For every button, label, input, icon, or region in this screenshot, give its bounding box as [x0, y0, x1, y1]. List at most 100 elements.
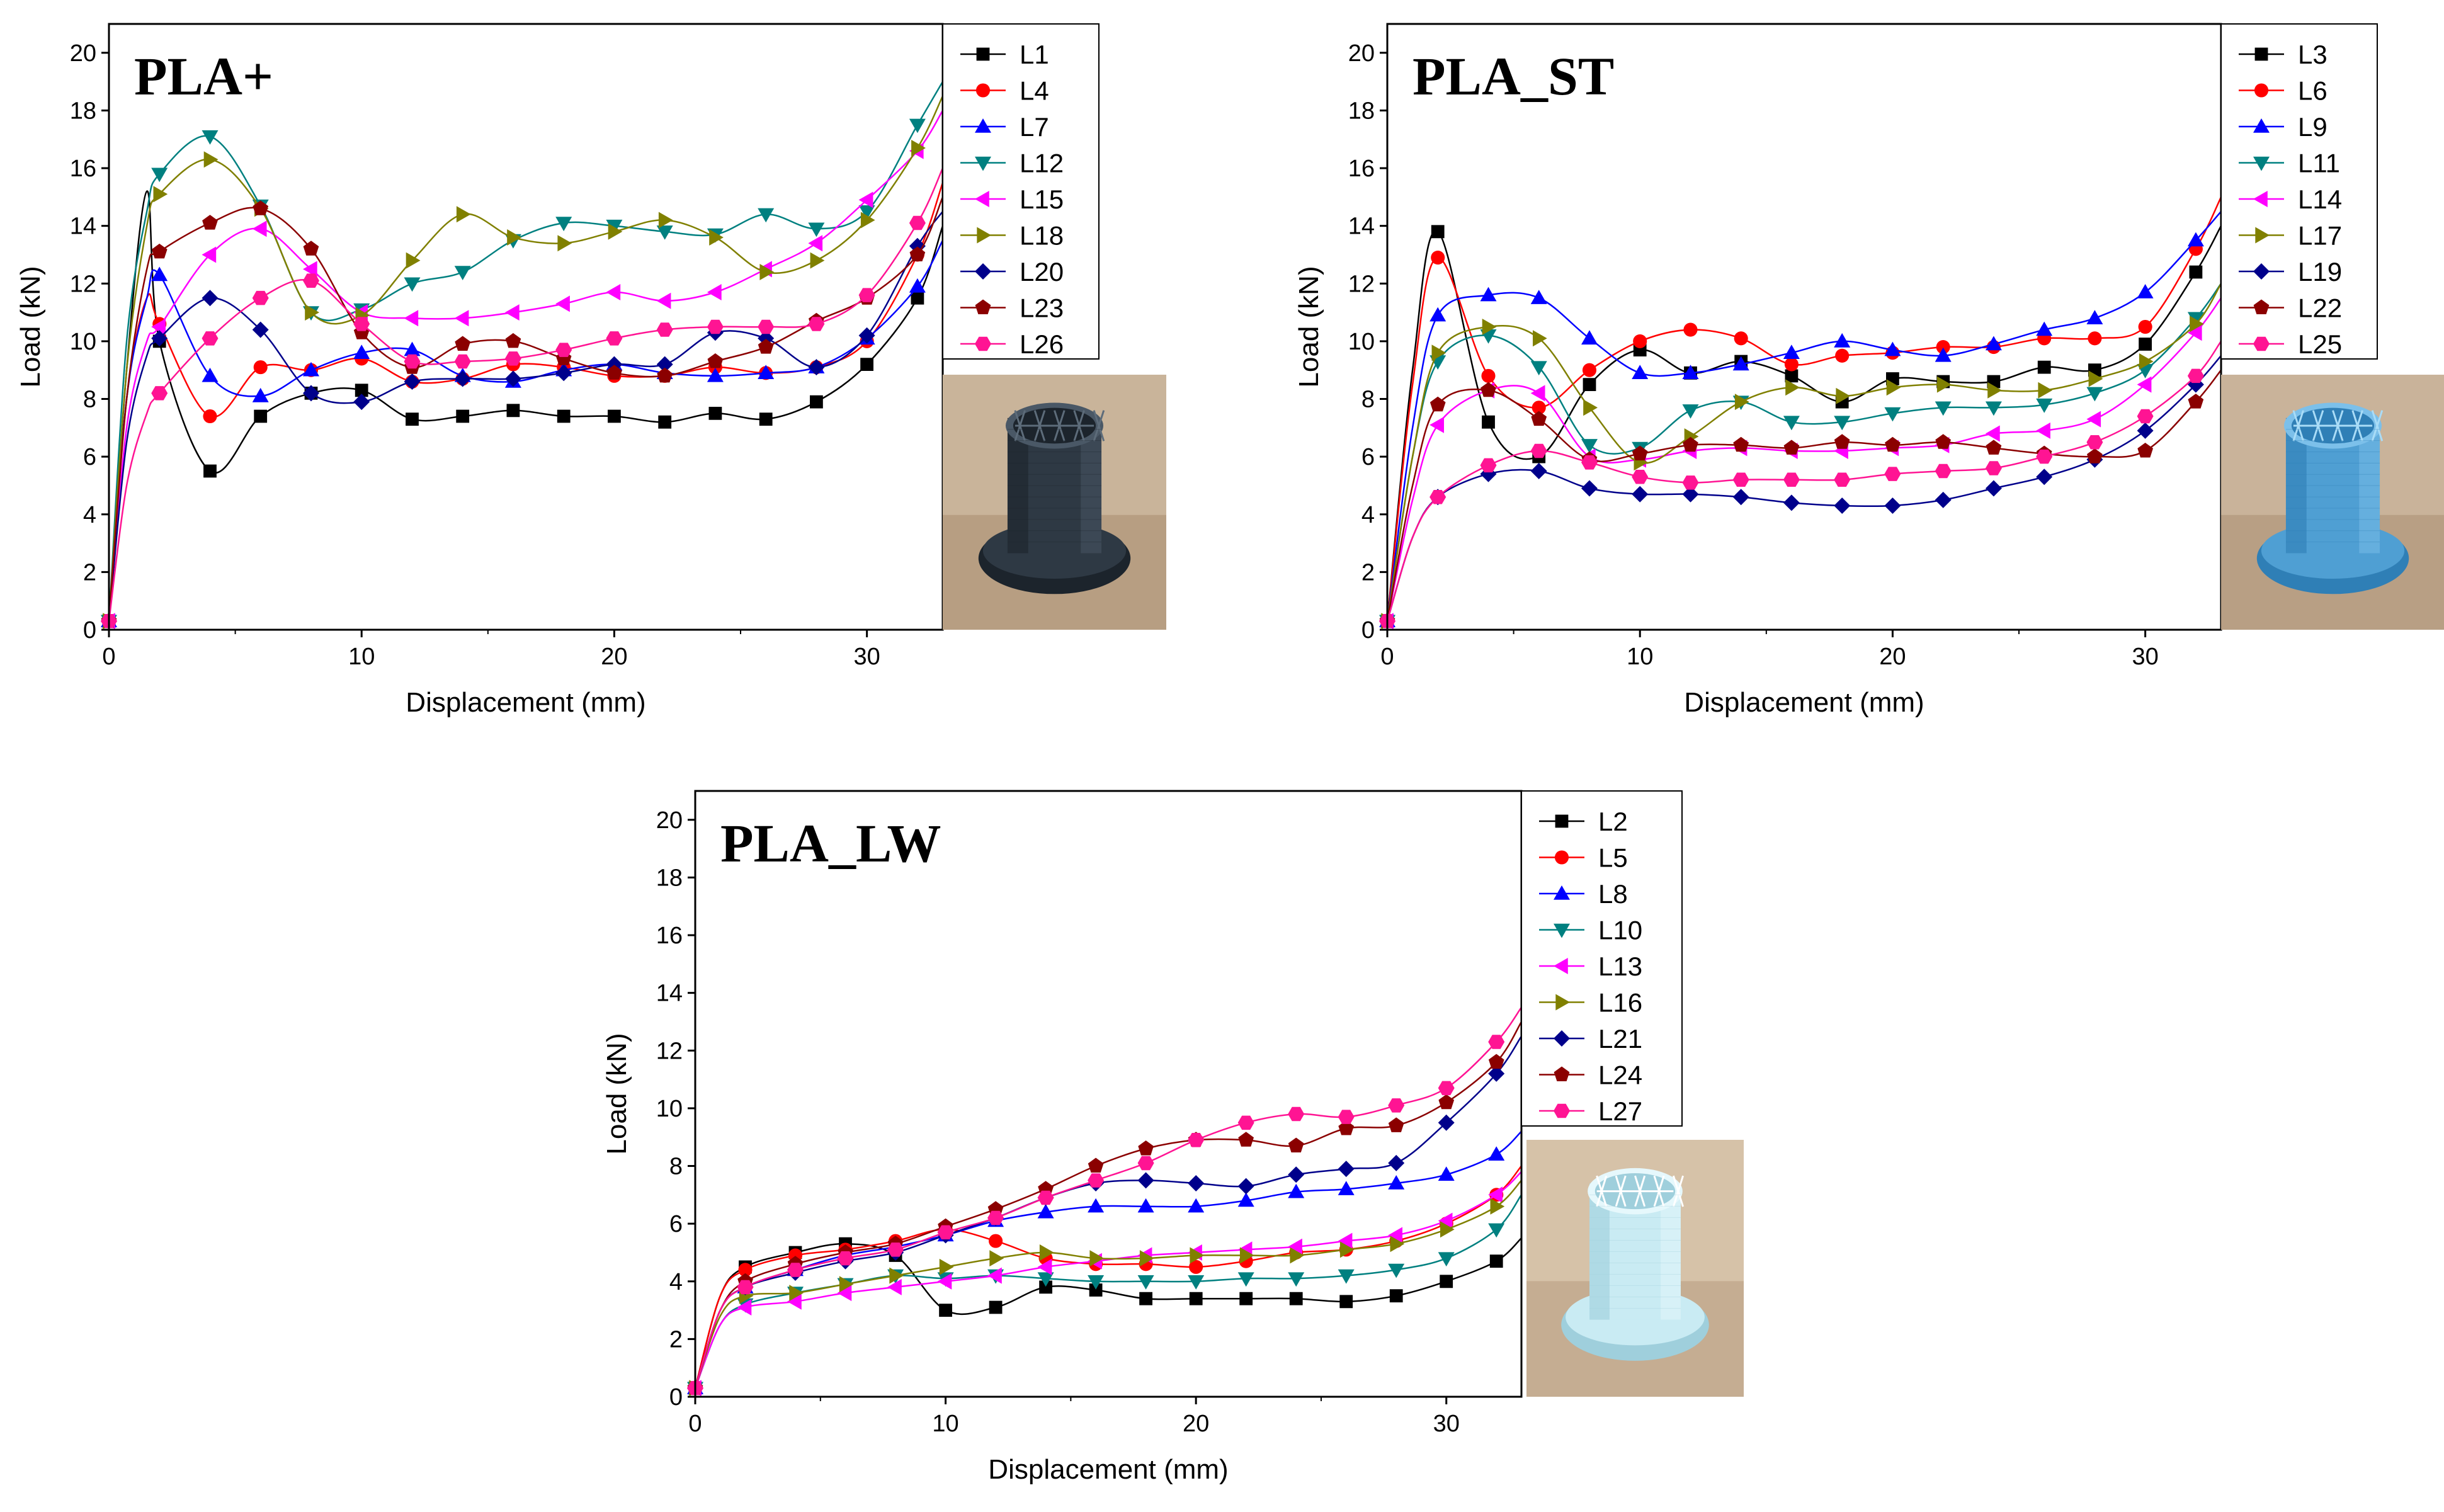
data-point-L13: [937, 1273, 952, 1290]
series-group: [1379, 196, 2222, 630]
data-point-L18: [406, 252, 421, 269]
data-point-L15: [555, 295, 570, 312]
data-point-L14: [2137, 376, 2152, 393]
data-point-L26: [656, 322, 673, 337]
data-point-L26: [252, 290, 269, 305]
data-point-L27: [1237, 1115, 1254, 1130]
data-point-L6: [1734, 331, 1748, 346]
data-point-L15: [151, 319, 166, 335]
data-point-L16: [1440, 1221, 1455, 1238]
data-point-L24: [1488, 1054, 1504, 1069]
legend: L1 L4 L7 L12 L15 L18 L20 L23 L26: [942, 23, 1100, 360]
data-point-L21: [1288, 1166, 1305, 1183]
data-point-L11: [1985, 401, 2002, 416]
data-point-L20: [454, 370, 471, 387]
y-tick-label: 2: [669, 1326, 683, 1353]
legend-label-L23: L23: [1020, 293, 1064, 323]
data-point-L15: [252, 220, 267, 237]
data-point-L19: [1732, 489, 1749, 506]
data-point-L26: [202, 331, 219, 346]
data-point-L18: [305, 304, 319, 321]
data-point-L18: [658, 212, 673, 229]
data-point-L2: [1039, 1280, 1052, 1294]
data-point-L6: [1481, 368, 1496, 383]
data-point-L24: [1288, 1137, 1304, 1152]
data-point-L6: [2088, 331, 2102, 346]
data-point-L7: [353, 344, 370, 359]
x-tick-label: 30: [853, 644, 880, 670]
y-tick-label: 20: [70, 40, 96, 67]
data-point-L20: [555, 365, 572, 382]
data-point-L16: [1490, 1198, 1505, 1215]
data-point-L19: [1834, 497, 1851, 514]
series-line-L16: [694, 1179, 1522, 1389]
data-point-L11: [1935, 401, 1952, 416]
data-point-L26: [353, 317, 370, 331]
legend-marker-L24: [1554, 1066, 1570, 1081]
data-point-L26: [758, 319, 775, 334]
data-point-L2: [1489, 1254, 1503, 1268]
data-point-L23: [909, 246, 926, 261]
legend-marker-L15: [975, 191, 989, 207]
legend-label-L17: L17: [2298, 221, 2342, 251]
data-point-L17: [1583, 399, 1598, 416]
data-point-L13: [1288, 1238, 1302, 1255]
x-tick-label: 10: [348, 644, 375, 670]
data-point-L21: [1237, 1178, 1254, 1195]
data-point-L25: [2187, 368, 2204, 384]
data-point-L10: [1338, 1269, 1355, 1284]
data-point-L9: [1732, 356, 1749, 371]
y-tick-label: 8: [1361, 387, 1375, 413]
legend-marker-L4: [975, 83, 991, 98]
data-point-L10: [1237, 1272, 1254, 1287]
y-tick-label: 16: [70, 156, 96, 182]
legend-marker-L27: [1554, 1103, 1570, 1118]
data-point-L12: [656, 225, 673, 240]
data-point-L26: [606, 331, 623, 346]
data-point-L1: [506, 404, 520, 418]
y-tick-label: 14: [1348, 213, 1375, 240]
data-point-L15: [808, 235, 823, 252]
data-point-L7: [303, 361, 319, 377]
data-point-L26: [151, 386, 168, 401]
data-point-L6: [2138, 319, 2152, 334]
data-point-L11: [2086, 387, 2103, 402]
data-point-L11: [1884, 407, 1901, 422]
series-line-L20: [108, 211, 944, 622]
legend-label-L19: L19: [2298, 257, 2342, 287]
y-tick-label: 14: [70, 213, 96, 240]
data-point-L27: [1288, 1106, 1305, 1122]
data-point-L17: [1482, 319, 1497, 335]
data-point-L7: [202, 367, 219, 382]
data-point-L6: [1431, 251, 1445, 265]
data-point-L16: [1139, 1250, 1154, 1267]
data-point-L10: [1137, 1275, 1154, 1290]
y-tick-label: 6: [669, 1211, 683, 1237]
data-point-L23: [253, 200, 269, 215]
data-point-L6: [1835, 348, 1850, 363]
y-tick-label: 8: [83, 387, 96, 413]
x-axis-title: Displacement (mm): [1684, 687, 1924, 718]
data-point-L1: [203, 464, 217, 478]
series-line-L12: [108, 81, 944, 622]
legend-label-L10: L10: [1598, 916, 1642, 945]
data-point-L9: [1682, 365, 1699, 379]
data-point-L2: [1139, 1292, 1152, 1305]
y-tick-label: 12: [656, 1038, 683, 1064]
data-point-L27: [1488, 1035, 1505, 1049]
data-point-L17: [1785, 379, 1800, 396]
data-point-L20: [858, 327, 875, 344]
data-point-L17: [2139, 353, 2154, 370]
data-point-L18: [507, 229, 521, 246]
series-line-L24: [694, 1021, 1523, 1389]
data-point-L15: [606, 284, 621, 300]
data-point-L2: [1440, 1275, 1453, 1288]
data-point-L7: [707, 367, 724, 382]
y-axis-title: Load (kN): [601, 1033, 632, 1154]
legend-marker-L7: [975, 118, 991, 133]
data-point-L25: [1682, 475, 1699, 490]
data-point-L26: [808, 317, 825, 331]
data-point-L8: [1338, 1181, 1355, 1195]
data-point-L24: [1238, 1132, 1254, 1147]
y-tick-label: 18: [70, 98, 96, 124]
